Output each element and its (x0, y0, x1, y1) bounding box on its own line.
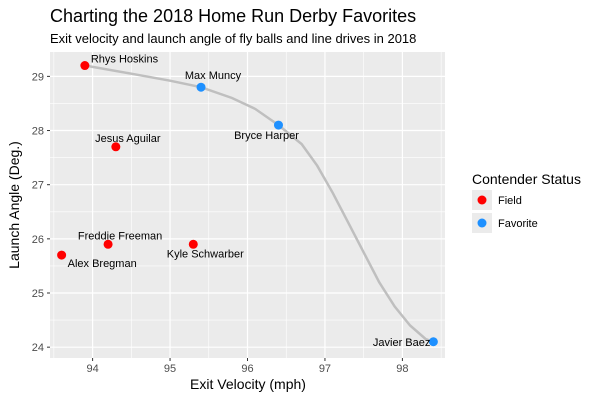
x-tick-label: 94 (86, 363, 98, 375)
data-point (188, 239, 198, 249)
grid-lines (50, 52, 445, 358)
y-tick-label: 26 (32, 234, 44, 246)
y-tick-label: 27 (32, 180, 44, 192)
chart-title: Charting the 2018 Home Run Derby Favorit… (50, 6, 416, 26)
point-label: Alex Bregman (68, 258, 137, 270)
legend-swatch (477, 218, 487, 228)
x-tick-label: 95 (164, 363, 176, 375)
data-point (57, 250, 67, 260)
data-point (273, 120, 283, 130)
point-label: Javier Baez (373, 337, 430, 349)
legend-swatch (477, 195, 487, 205)
data-point (196, 82, 206, 92)
y-tick-label: 24 (32, 342, 44, 354)
point-label: Max Muncy (185, 70, 242, 82)
point-label: Freddie Freeman (78, 230, 162, 242)
data-point (428, 337, 438, 347)
point-labels: Rhys Hoskins Max Muncy Bryce Harper Jesus A… (68, 54, 431, 349)
point-label: Jesus Aguilar (95, 133, 161, 145)
x-tick-label: 96 (241, 363, 253, 375)
y-axis-ticks: 24 25 26 27 28 29 (32, 71, 50, 354)
x-tick-label: 98 (396, 363, 408, 375)
legend-label: Favorite (498, 218, 538, 230)
data-points (57, 61, 438, 347)
point-label: Kyle Schwarber (167, 248, 244, 260)
trend-curve (84, 64, 434, 343)
chart-subtitle: Exit velocity and launch angle of fly ba… (50, 31, 416, 46)
x-tick-label: 97 (319, 363, 331, 375)
legend-title: Contender Status (472, 171, 581, 187)
point-label: Rhys Hoskins (91, 54, 159, 66)
legend: Contender Status Field Favorite (472, 171, 581, 233)
y-tick-label: 28 (32, 126, 44, 138)
data-point (111, 142, 121, 152)
x-axis-title: Exit Velocity (mph) (190, 376, 306, 392)
data-point (103, 239, 113, 249)
legend-label: Field (498, 195, 522, 207)
y-tick-label: 25 (32, 288, 44, 300)
y-axis-title: Launch Angle (Deg.) (6, 141, 22, 269)
y-tick-label: 29 (32, 71, 44, 83)
x-axis-ticks: 94 95 96 97 98 (86, 358, 409, 375)
data-point (80, 61, 90, 71)
point-label: Bryce Harper (234, 130, 299, 142)
